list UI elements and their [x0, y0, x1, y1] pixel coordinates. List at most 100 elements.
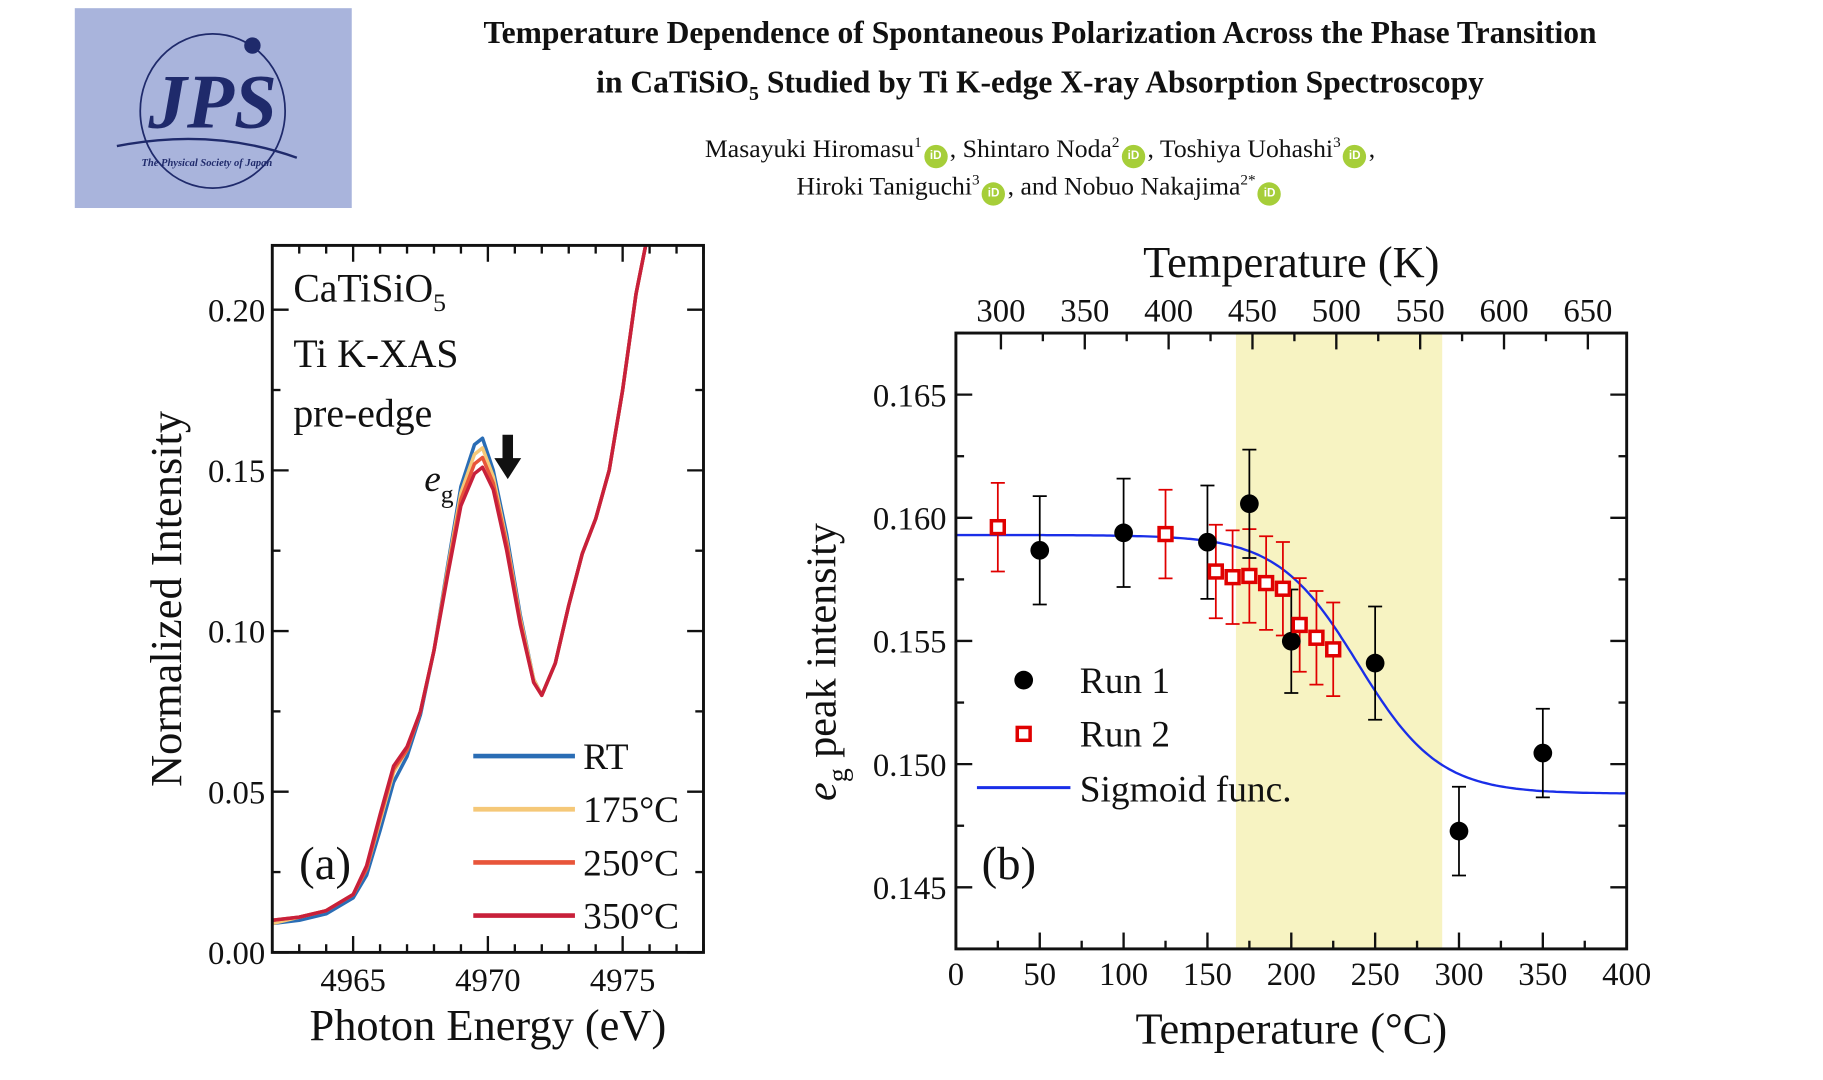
logo-subtext: The Physical Society of Japan	[142, 158, 273, 169]
jps-logo: JPS The Physical Society of Japan	[74, 8, 352, 209]
legend-label: 175°C	[583, 790, 679, 831]
run2-point	[1325, 641, 1342, 658]
orcid-icon[interactable]: iD	[1121, 145, 1146, 169]
legend-label: 250°C	[583, 843, 679, 884]
run1-point	[1114, 523, 1133, 543]
x-tick-label: 100	[1099, 957, 1148, 993]
x2-axis-label: Temperature (K)	[1143, 237, 1439, 287]
run2-point	[1274, 580, 1292, 597]
run1-point	[1240, 494, 1259, 514]
panel-label: (a)	[299, 838, 351, 890]
x-tick-label: 4970	[455, 963, 520, 999]
orcid-icon[interactable]: iD	[924, 145, 948, 169]
series-line-3	[272, 245, 648, 923]
x-axis-label: Photon Energy (eV)	[310, 1000, 667, 1050]
run1-point	[1281, 631, 1301, 651]
down-arrow-icon	[494, 434, 522, 480]
y-axis-label: Normalized Intensity	[141, 410, 191, 787]
x-tick-label: 0	[948, 957, 964, 993]
y-tick-label: 0.20	[208, 293, 265, 329]
legend-label: Run 1	[1080, 661, 1170, 702]
run1-point	[1365, 653, 1385, 673]
author-affiliation: 3	[1333, 133, 1341, 151]
author-name: Nobuo Nakajima	[1064, 170, 1241, 201]
author-name: Hiroki Taniguchi	[796, 170, 972, 201]
shaded-transition-region	[1235, 333, 1443, 949]
x-tick-label: 350	[1518, 957, 1567, 993]
title-text: Studied by Ti K-edge X-ray Absorption Sp…	[758, 64, 1484, 100]
y-axis-label: eg peak intensity	[800, 523, 855, 801]
x-tick-label: 250	[1351, 957, 1400, 993]
y-tick-label: 0.10	[208, 615, 265, 651]
orcid-icon[interactable]: iD	[1257, 182, 1282, 207]
author-name: Shintaro Noda	[962, 133, 1112, 163]
orcid-icon[interactable]: iD	[981, 182, 1006, 207]
run2-point	[1257, 574, 1275, 592]
y-tick-label: 0.165	[873, 378, 947, 414]
x-tick-label: 400	[1602, 957, 1651, 993]
peak-label-subscript: g	[441, 479, 454, 508]
author-affiliation: 3	[971, 170, 980, 189]
author-separator: , and	[1007, 170, 1065, 201]
run2-point	[1241, 567, 1258, 585]
y-label-symbol: e	[800, 782, 846, 801]
author-name: Toshiya Uohashi	[1159, 133, 1334, 163]
orcid-icon[interactable]: iD	[1343, 145, 1367, 169]
title-text: in CaTiSiO	[596, 64, 750, 100]
logo-text: JPS	[147, 58, 277, 144]
run2-point	[1157, 525, 1174, 543]
x2-tick-label: 300	[976, 293, 1025, 329]
y-tick-label: 0.00	[208, 936, 265, 972]
y-tick-label: 0.150	[873, 748, 947, 784]
author-separator: ,	[1368, 133, 1376, 163]
author-affiliation: 1	[914, 133, 922, 151]
legend-label: RT	[583, 737, 629, 778]
run2-point	[1224, 568, 1241, 586]
annotation-region: pre-edge	[293, 392, 432, 436]
author-line-1: Masayuki Hiromasu1iD, Shintaro Noda2iD, …	[351, 133, 1730, 169]
title-subscript: 5	[749, 82, 759, 105]
author-separator: ,	[949, 133, 963, 163]
y-label-subscript: g	[823, 768, 854, 782]
author-line-2: Hiroki Taniguchi3iD, and Nobuo Nakajima2…	[351, 170, 1730, 207]
x-axis-label: Temperature (°C)	[1135, 1004, 1447, 1054]
y-tick-label: 0.155	[873, 625, 947, 661]
y-tick-label: 0.05	[208, 775, 265, 811]
annotation-method: Ti K-XAS	[293, 332, 458, 376]
y-tick-label: 0.15	[208, 454, 265, 490]
x2-tick-label: 400	[1144, 293, 1193, 329]
legend-label: Sigmoid func.	[1080, 770, 1292, 811]
x2-tick-label: 450	[1228, 293, 1277, 329]
run2-point	[1207, 563, 1225, 580]
peak-label: eg	[424, 459, 454, 509]
run1-point	[1030, 540, 1050, 560]
x-tick-label: 4965	[320, 963, 385, 999]
run1-point	[1198, 532, 1217, 552]
panel-label: (b)	[982, 838, 1036, 890]
legend-marker-run1	[1014, 670, 1034, 690]
x2-tick-label: 600	[1479, 293, 1528, 329]
x2-tick-label: 350	[1060, 293, 1109, 329]
x2-tick-label: 500	[1312, 293, 1361, 329]
run1-point	[1533, 743, 1553, 763]
y-tick-label: 0.160	[873, 501, 947, 537]
author-name: Masayuki Hiromasu	[704, 133, 915, 163]
x-tick-label: 200	[1267, 957, 1316, 993]
x-tick-label: 300	[1434, 957, 1483, 993]
run1-point	[1449, 821, 1469, 841]
legend-label: 350°C	[583, 896, 679, 937]
y-label-text: peak intensity	[800, 523, 846, 768]
author-affiliation: 2*	[1240, 170, 1256, 189]
author-affiliation: 2	[1111, 133, 1120, 151]
run2-point	[989, 518, 1007, 536]
paper-title-line2: in CaTiSiO5 Studied by Ti K-edge X-ray A…	[351, 64, 1730, 105]
x2-tick-label: 550	[1396, 293, 1445, 329]
author-separator: ,	[1147, 133, 1160, 163]
x2-tick-label: 650	[1563, 293, 1612, 329]
legend-label: Run 2	[1080, 715, 1170, 756]
paper-title-line1: Temperature Dependence of Spontaneous Po…	[483, 15, 1597, 51]
run2-point	[1291, 616, 1308, 634]
annotation-subscript: 5	[433, 288, 446, 317]
sigmoid-fit-line	[955, 533, 1627, 795]
